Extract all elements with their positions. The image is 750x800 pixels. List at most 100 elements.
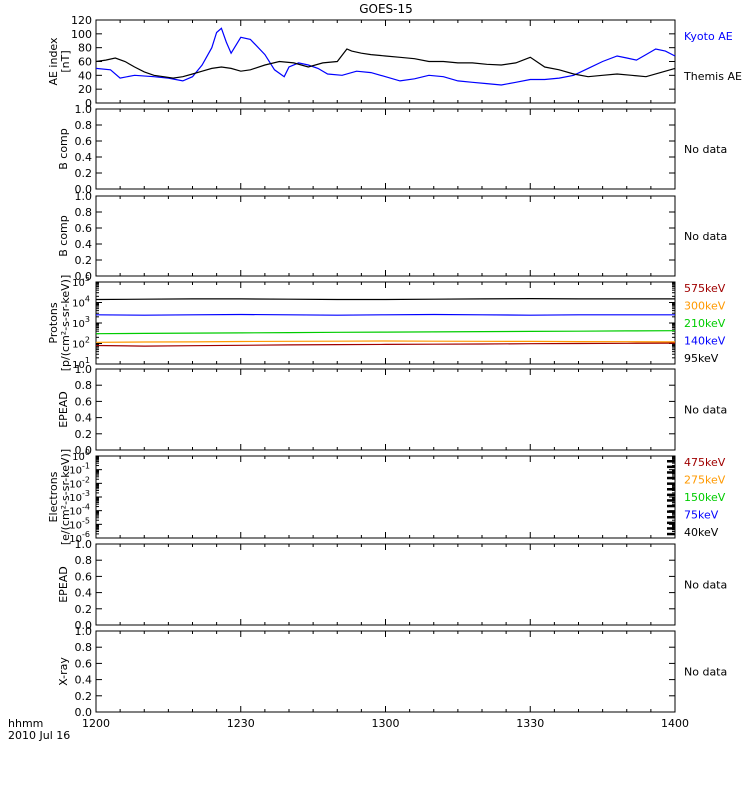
protons-legend-entry: 300keV <box>684 300 726 313</box>
protons-series-575kev <box>95 342 676 347</box>
electrons-edge-mark <box>667 460 675 463</box>
electrons-edge-mark <box>667 482 675 485</box>
x-ray-y-tick-label: 1.0 <box>75 625 93 638</box>
ae-y-tick-label: 60 <box>78 56 92 69</box>
epead-1-ylabel: EPEAD <box>57 391 70 428</box>
x-ray-y-tick-label: 0.2 <box>75 690 93 703</box>
epead-2-y-tick-label: 0.8 <box>75 554 93 567</box>
epead-1-y-tick-label: 0.0 <box>75 444 93 457</box>
ae-series-themis-ae <box>95 48 676 79</box>
x-ray-y-tick-label: 0.8 <box>75 641 93 654</box>
protons-y-tick-label: 102 <box>72 336 90 351</box>
x-ray-frame <box>95 630 676 713</box>
b-comp-2-ylabel: B comp <box>57 215 70 257</box>
b-comp-2-y-tick-label: 1.0 <box>75 190 93 203</box>
electrons-edge-mark <box>667 510 675 513</box>
electrons-edge-mark <box>667 516 675 519</box>
epead-2-y-tick-label: 0.0 <box>75 619 93 632</box>
epead-1-y-tick-label: 0.2 <box>75 428 93 441</box>
b-comp-2-frame <box>95 195 676 277</box>
protons-series-140kev <box>95 313 675 316</box>
epead-2-no-data: No data <box>684 579 727 592</box>
b-comp-1-y-tick-label: 0.0 <box>75 183 93 196</box>
epead-2-frame <box>95 543 676 626</box>
b-comp-1-y-tick-label: 0.4 <box>75 151 93 164</box>
x-ray-y-tick-label: 0.4 <box>75 674 93 687</box>
protons-frame <box>95 281 676 365</box>
epead-2-ylabel: EPEAD <box>57 566 70 603</box>
electrons-y-tick-label: 10-2 <box>69 475 90 490</box>
protons-y-tick-label: 105 <box>72 274 90 289</box>
epead-2-y-tick-label: 0.2 <box>75 603 93 616</box>
x-axis-tick-label: 1300 <box>372 717 400 730</box>
electrons-y-tick-label: 10-6 <box>69 530 90 545</box>
ae-legend-entry: Kyoto AE <box>684 30 733 43</box>
protons-legend-entry: 575keV <box>684 282 726 295</box>
ae-y-tick-label: 40 <box>78 69 92 82</box>
electrons-legend-entry: 150keV <box>684 491 726 504</box>
b-comp-1-y-tick-label: 0.6 <box>75 135 93 148</box>
b-comp-1-frame <box>95 108 676 190</box>
b-comp-2-y-tick-label: 0.4 <box>75 238 93 251</box>
b-comp-2-y-tick-label: 0.0 <box>75 270 93 283</box>
x-axis-tick-label: 1400 <box>661 717 689 730</box>
ae-y-tick-label: 100 <box>71 28 92 41</box>
epead-1-frame <box>95 368 676 451</box>
epead-2-y-tick-label: 1.0 <box>75 538 93 551</box>
ae-legend-entry: Themis AE <box>683 70 742 83</box>
x-ray-no-data: No data <box>684 666 727 679</box>
electrons-y-tick-label: 10-3 <box>69 489 90 504</box>
electrons-legend-entry: 75keV <box>684 509 719 522</box>
b-comp-2-y-tick-label: 0.6 <box>75 222 93 235</box>
electrons-legend-entry: 275keV <box>684 474 726 487</box>
figure-title: GOES-15 <box>359 2 413 16</box>
electrons-y-tick-label: 10-5 <box>69 516 90 531</box>
x-ray-y-tick-label: 0.6 <box>75 657 93 670</box>
ae-ylabel: [nT] <box>59 50 72 72</box>
electrons-edge-mark <box>667 493 675 497</box>
electrons-edge-mark <box>667 471 675 474</box>
ae-y-tick-label: 0 <box>85 97 92 110</box>
panels: 1200 1230 1300 1330 14000.00.20.40.60.81.0B … <box>47 14 742 730</box>
electrons-legend-entry: 40keV <box>684 526 719 539</box>
time-corner-label: hhmm <box>8 717 43 730</box>
electrons-edge-mark <box>667 499 675 502</box>
protons-y-tick-label: 103 <box>72 315 90 330</box>
ae-y-tick-label: 80 <box>78 42 92 55</box>
ae-series-kyoto-ae <box>95 27 676 86</box>
b-comp-1-no-data: No data <box>684 143 727 156</box>
protons-series-95kev <box>95 297 675 301</box>
electrons-edge-mark <box>667 532 675 536</box>
b-comp-1-y-tick-label: 1.0 <box>75 103 93 116</box>
protons-ylabel: Protons <box>47 302 60 343</box>
x-ray-ylabel: X-ray <box>57 657 70 686</box>
protons-y-tick-label: 104 <box>72 295 90 310</box>
electrons-frame <box>95 455 676 539</box>
b-comp-2-y-tick-label: 0.2 <box>75 254 93 267</box>
b-comp-1-y-tick-label: 0.2 <box>75 167 93 180</box>
ae-frame <box>95 19 676 104</box>
epead-1-y-tick-label: 0.6 <box>75 395 93 408</box>
electrons-edge-mark <box>667 504 675 508</box>
b-comp-2-no-data: No data <box>684 230 727 243</box>
electrons-y-tick-label: 10-1 <box>69 462 90 477</box>
protons-legend-entry: 210keV <box>684 317 726 330</box>
protons-legend-entry: 95keV <box>684 352 719 365</box>
ae-y-tick-label: 20 <box>78 83 92 96</box>
date-label: 2010 Jul 16 <box>8 729 70 742</box>
b-comp-2-y-tick-label: 0.8 <box>75 206 93 219</box>
electrons-y-tick-label: 100 <box>72 448 90 463</box>
protons-legend-entry: 140keV <box>684 335 726 348</box>
electrons-ylabel: [e/(cm²-s-sr-keV)] <box>59 449 72 545</box>
x-axis-tick-label: 1200 <box>82 717 110 730</box>
epead-1-y-tick-label: 0.4 <box>75 412 93 425</box>
b-comp-1-y-tick-label: 0.8 <box>75 119 93 132</box>
protons-y-tick-label: 101 <box>72 356 90 371</box>
electrons-legend-entry: 475keV <box>684 456 726 469</box>
electrons-y-tick-label: 10-4 <box>69 503 90 518</box>
x-ray-y-tick-label: 0.0 <box>75 706 93 719</box>
epead-2-y-tick-label: 0.4 <box>75 587 93 600</box>
b-comp-1-ylabel: B comp <box>57 128 70 170</box>
electrons-edge-mark <box>667 521 675 525</box>
